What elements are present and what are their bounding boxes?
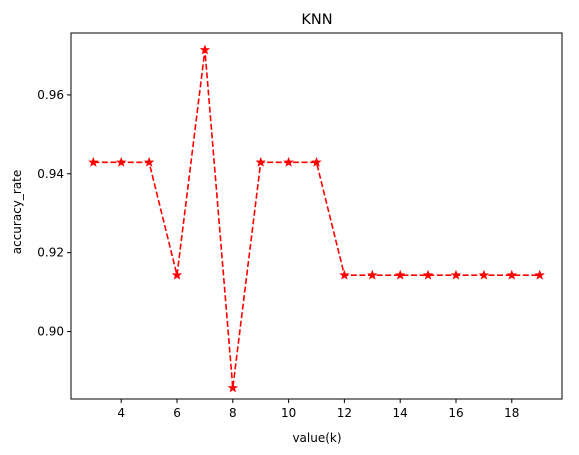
x-tick-label: 18 bbox=[504, 406, 519, 420]
x-tick-label: 4 bbox=[117, 406, 125, 420]
data-point bbox=[506, 269, 517, 280]
axes-frame bbox=[70, 32, 563, 400]
data-point bbox=[283, 156, 294, 167]
data-point bbox=[395, 269, 406, 280]
data-point bbox=[88, 156, 99, 167]
data-point bbox=[171, 269, 183, 280]
y-tick-label: 0.92 bbox=[37, 246, 64, 260]
data-point bbox=[116, 156, 127, 167]
data-point bbox=[143, 156, 155, 167]
x-tick-label: 6 bbox=[173, 406, 181, 420]
plot-area bbox=[88, 44, 545, 393]
data-point bbox=[199, 44, 211, 55]
y-tick-label: 0.94 bbox=[37, 167, 64, 181]
data-point bbox=[227, 382, 238, 393]
y-tick-label: 0.90 bbox=[37, 325, 64, 339]
data-point bbox=[478, 269, 490, 280]
x-tick-label: 14 bbox=[393, 406, 408, 420]
data-point bbox=[450, 269, 462, 280]
x-tick-label: 8 bbox=[229, 406, 237, 420]
x-tick-label: 16 bbox=[448, 406, 463, 420]
data-point bbox=[422, 269, 434, 280]
x-axis: 4 6 8 10 12 14 16 18 bbox=[117, 399, 519, 420]
y-tick-label: 0.96 bbox=[37, 88, 64, 102]
data-point bbox=[311, 156, 322, 167]
data-point bbox=[339, 269, 350, 280]
x-tick-label: 12 bbox=[337, 406, 352, 420]
data-point bbox=[534, 269, 545, 280]
x-tick-label: 10 bbox=[281, 406, 296, 420]
data-point bbox=[255, 156, 266, 167]
series-line bbox=[93, 49, 540, 389]
y-axis-label: accuracy_rate bbox=[10, 170, 24, 255]
y-axis: 0.90 0.92 0.94 0.96 bbox=[37, 88, 71, 339]
chart-title: KNN bbox=[301, 12, 332, 28]
x-axis-label: value(k) bbox=[292, 431, 341, 445]
data-point bbox=[367, 269, 378, 280]
